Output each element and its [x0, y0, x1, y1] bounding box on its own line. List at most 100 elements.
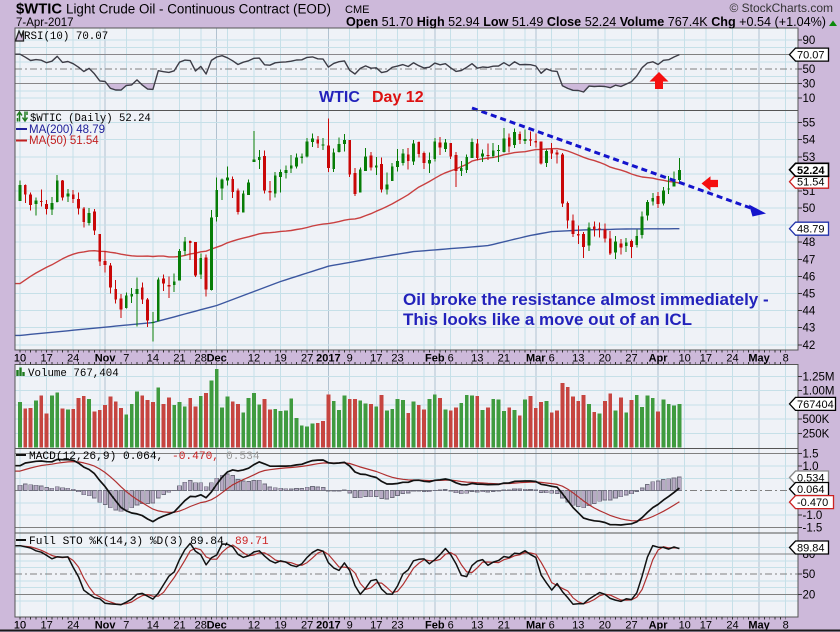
- svg-text:48: 48: [803, 237, 816, 249]
- svg-text:Mar: Mar: [526, 353, 546, 365]
- svg-text:21: 21: [498, 620, 510, 632]
- svg-text:0.534: 0.534: [797, 473, 825, 485]
- svg-text:10: 10: [803, 93, 816, 105]
- svg-text:Day 12: Day 12: [372, 89, 424, 106]
- svg-text:70.07: 70.07: [797, 50, 825, 62]
- svg-text:-0.470: -0.470: [797, 497, 828, 509]
- svg-text:Nov: Nov: [95, 620, 117, 632]
- svg-text:2017: 2017: [316, 353, 340, 365]
- svg-text:10: 10: [14, 353, 26, 365]
- svg-text:$WTIC: $WTIC: [16, 1, 62, 17]
- svg-text:42: 42: [803, 340, 816, 352]
- svg-text:14: 14: [147, 353, 159, 365]
- svg-text:10: 10: [679, 353, 691, 365]
- svg-text:6: 6: [549, 620, 555, 632]
- svg-text:14: 14: [147, 620, 159, 632]
- svg-text:12: 12: [248, 620, 260, 632]
- svg-text:Feb: Feb: [425, 620, 445, 632]
- svg-text:43: 43: [803, 323, 816, 335]
- svg-text:13: 13: [572, 620, 584, 632]
- svg-text:-1.0: -1.0: [803, 510, 823, 522]
- svg-text:MACD(12,26,9) 0.064,: MACD(12,26,9) 0.064,: [29, 451, 163, 463]
- svg-text:Feb: Feb: [425, 353, 445, 365]
- svg-text:1.00M: 1.00M: [803, 386, 835, 398]
- svg-text:12: 12: [248, 353, 260, 365]
- svg-text:50: 50: [803, 64, 816, 76]
- svg-text:0.064: 0.064: [797, 484, 825, 496]
- svg-text:Apr: Apr: [649, 353, 669, 365]
- svg-text:17: 17: [370, 353, 382, 365]
- svg-text:47: 47: [803, 254, 816, 266]
- svg-text:53: 53: [803, 152, 816, 164]
- svg-text:8: 8: [783, 620, 789, 632]
- svg-text:21: 21: [173, 353, 185, 365]
- svg-text:89.84: 89.84: [797, 543, 825, 555]
- svg-text:24: 24: [726, 353, 738, 365]
- svg-text:30: 30: [803, 79, 816, 91]
- svg-text:$WTIC (Daily) 52.24: $WTIC (Daily) 52.24: [30, 113, 151, 125]
- svg-text:17: 17: [40, 620, 52, 632]
- svg-text:500K: 500K: [803, 414, 830, 426]
- svg-text:6: 6: [448, 353, 454, 365]
- svg-text:23: 23: [391, 620, 403, 632]
- svg-text:RSI(10) 70.07: RSI(10) 70.07: [24, 31, 108, 43]
- svg-text:2017: 2017: [316, 620, 340, 632]
- svg-text:Mar: Mar: [526, 620, 546, 632]
- svg-text:7: 7: [123, 353, 129, 365]
- svg-text:90: 90: [803, 35, 816, 47]
- svg-text:51: 51: [803, 186, 816, 198]
- svg-text:13: 13: [471, 353, 483, 365]
- svg-text:19: 19: [274, 620, 286, 632]
- svg-text:51.54: 51.54: [797, 177, 825, 189]
- svg-text:7: 7: [123, 620, 129, 632]
- svg-text:17: 17: [700, 620, 712, 632]
- svg-text:Oil broke the resistance almos: Oil broke the resistance almost immediat…: [403, 290, 769, 309]
- svg-text:24: 24: [67, 620, 79, 632]
- svg-text:9: 9: [347, 353, 353, 365]
- svg-text:Full STO %K(14,3) %D(3) 89.84,: Full STO %K(14,3) %D(3) 89.84,: [29, 536, 230, 548]
- svg-text:6: 6: [448, 620, 454, 632]
- svg-text:19: 19: [274, 353, 286, 365]
- svg-text:8: 8: [783, 353, 789, 365]
- svg-text:767404: 767404: [797, 399, 834, 411]
- svg-text:54: 54: [803, 135, 816, 147]
- svg-text:46: 46: [803, 271, 816, 283]
- svg-text:10: 10: [14, 353, 26, 365]
- svg-text:28: 28: [195, 353, 207, 365]
- svg-text:50: 50: [803, 203, 816, 215]
- svg-text:Volume 767,404: Volume 767,404: [28, 368, 119, 380]
- svg-text:21: 21: [498, 353, 510, 365]
- svg-text:Nov: Nov: [95, 353, 117, 365]
- svg-text:21: 21: [173, 620, 185, 632]
- svg-text:17: 17: [40, 353, 52, 365]
- svg-text:27: 27: [625, 620, 637, 632]
- svg-text:89.71: 89.71: [235, 536, 269, 548]
- svg-text:May: May: [748, 353, 770, 365]
- svg-text:27: 27: [301, 620, 313, 632]
- svg-text:9: 9: [347, 620, 353, 632]
- svg-text:55: 55: [803, 118, 816, 130]
- svg-text:Dec: Dec: [207, 353, 227, 365]
- svg-text:27: 27: [625, 353, 637, 365]
- svg-text:1.0: 1.0: [803, 461, 819, 473]
- svg-text:20: 20: [599, 353, 611, 365]
- svg-text:6: 6: [549, 353, 555, 365]
- svg-text:MA(200) 48.79: MA(200) 48.79: [29, 124, 105, 136]
- svg-text:7-Apr-2017: 7-Apr-2017: [16, 17, 74, 29]
- svg-text:28: 28: [195, 620, 207, 632]
- svg-text:10: 10: [14, 620, 26, 632]
- svg-text:Light Crude Oil - Continuous C: Light Crude Oil - Continuous Contract (E…: [66, 1, 331, 16]
- svg-text:20: 20: [599, 620, 611, 632]
- svg-text:1.25M: 1.25M: [803, 371, 835, 383]
- svg-text:-1.5: -1.5: [803, 523, 823, 535]
- svg-text:CME: CME: [345, 4, 369, 16]
- svg-text:MA(50) 51.54: MA(50) 51.54: [29, 135, 99, 147]
- svg-text:WTIC: WTIC: [319, 89, 360, 106]
- svg-text:1.5: 1.5: [803, 449, 819, 461]
- svg-text:Dec: Dec: [207, 620, 227, 632]
- svg-text:Open 51.70 High 52.94 Low 51.4: Open 51.70 High 52.94 Low 51.49 Close 52…: [346, 15, 826, 29]
- svg-text:This looks like a move out of: This looks like a move out of an ICL: [403, 310, 692, 329]
- svg-text:13: 13: [572, 353, 584, 365]
- svg-text:13: 13: [471, 620, 483, 632]
- svg-text:© StockCharts.com: © StockCharts.com: [729, 1, 833, 15]
